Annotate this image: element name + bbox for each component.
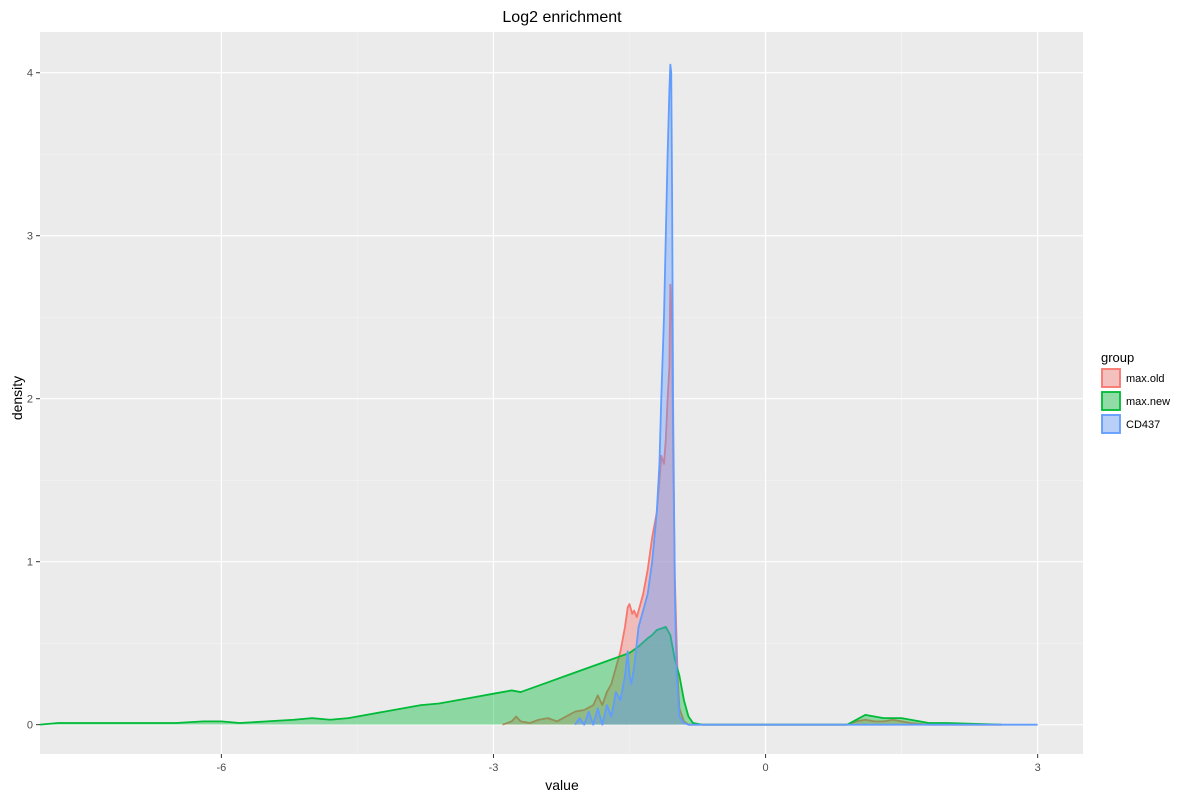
y-tick-label: 4 [27, 68, 33, 80]
series-area-CD437 [575, 64, 1038, 725]
y-axis-title: density [9, 376, 25, 420]
chart-title: Log2 enrichment [502, 9, 622, 26]
y-tick-label: 3 [27, 231, 33, 243]
x-tick-label: 0 [763, 762, 769, 774]
y-tick-label: 0 [27, 720, 33, 732]
y-tick-label: 2 [27, 394, 33, 406]
x-axis-ticks: -6 -3 0 3 [217, 754, 1041, 774]
series-line-max.new [39, 625, 1002, 726]
legend-key-background [1101, 391, 1121, 411]
legend-key-max.old [1101, 368, 1121, 388]
y-tick-label: 1 [27, 557, 33, 569]
x-tick-label: -6 [217, 762, 227, 774]
legend-key-max.new [1101, 391, 1121, 411]
x-axis-title: value [545, 777, 579, 793]
legend-label-CD437: CD437 [1126, 419, 1160, 431]
x-tick-label: -3 [489, 762, 499, 774]
grid-lines [40, 32, 1083, 754]
series-line-CD437 [574, 63, 1038, 726]
x-tick-label: 3 [1035, 762, 1041, 774]
legend-key-background [1101, 368, 1121, 388]
legend: group max.old max.new CD437 [1101, 350, 1170, 434]
series-areas [39, 63, 1038, 726]
legend-label-max.new: max.new [1126, 396, 1170, 408]
legend-label-max.old: max.old [1126, 373, 1165, 385]
legend-title: group [1101, 350, 1134, 365]
plot-panel [40, 32, 1083, 754]
legend-key-background [1101, 414, 1121, 434]
legend-key-CD437 [1101, 414, 1121, 434]
y-axis-ticks: 0 1 2 3 4 [27, 68, 40, 732]
series-area-max.new [40, 626, 1002, 725]
